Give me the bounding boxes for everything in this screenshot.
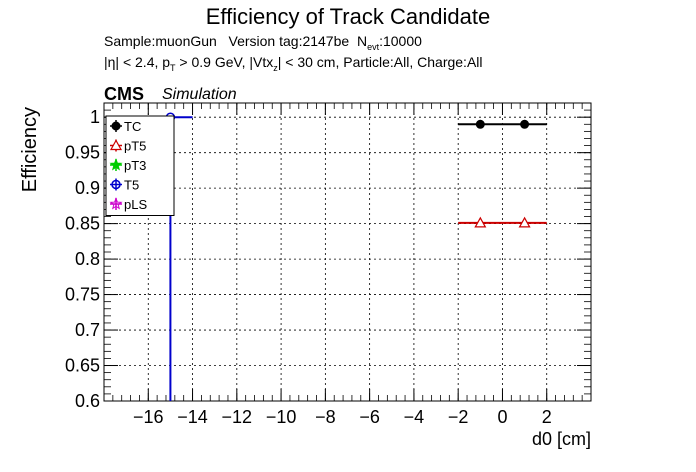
y-axis-title: Efficiency [19, 107, 41, 192]
plot-frame [103, 102, 592, 402]
y-tick-label: 0.95 [65, 143, 100, 163]
x-tick-label: −8 [315, 407, 336, 427]
nevt-value: :10000 [379, 33, 422, 49]
nevt-subscript: evt [367, 41, 380, 52]
legend-label-TC: TC [124, 119, 141, 134]
simulation-label: Simulation [162, 86, 237, 103]
y-tick-label: 0.7 [75, 320, 100, 340]
x-tick-label: −2 [448, 407, 469, 427]
y-tick-label: 0.9 [75, 178, 100, 198]
y-tick-label: 0.6 [75, 391, 100, 411]
x-axis-title: d0 [cm] [532, 429, 591, 449]
legend-marker-pT3 [109, 158, 123, 171]
x-tick-label: 0 [497, 407, 507, 427]
y-tick-label: 0.75 [65, 285, 100, 305]
sample-name: Sample:muonGun [104, 33, 217, 49]
cms-label: CMS [104, 84, 144, 104]
series-pT5-point [474, 216, 487, 228]
legend-label-pT5: pT5 [124, 139, 146, 154]
legend-label-T5: T5 [124, 178, 139, 193]
chart-title: Efficiency of Track Candidate [205, 4, 491, 29]
legend-marker-TC [111, 121, 121, 131]
cut-pt-vtx: > 0.9 GeV, |Vtx [175, 54, 274, 70]
y-tick-label: 0.65 [65, 356, 100, 376]
y-tick-label: 0.8 [75, 249, 100, 269]
legend-marker-pT5 [109, 139, 123, 151]
selection-cuts-line: |η| < 2.4, pT > 0.9 GeV, |Vtxz| < 30 cm,… [104, 54, 483, 73]
y-tick-label: 1 [90, 107, 100, 127]
legend-marker-T5 [111, 179, 121, 190]
x-tick-label: −14 [177, 407, 208, 427]
series-pT5-point [518, 216, 531, 228]
series-TC-point [520, 119, 530, 129]
x-tick-label: −16 [133, 407, 164, 427]
y-tick-label: 0.85 [65, 214, 100, 234]
series-TC-point [475, 119, 485, 129]
nevt-label: N [356, 33, 368, 49]
x-tick-label: −10 [266, 407, 297, 427]
vtxz-subscript: z [273, 62, 278, 73]
x-tick-label: −6 [359, 407, 380, 427]
pt-subscript: T [170, 62, 176, 73]
legend-marker-pLS [109, 197, 123, 210]
cut-eta-pt: |η| < 2.4, p [104, 54, 171, 70]
sample-info-line: Sample:muonGun Version tag:2147be Nevt:1… [104, 33, 422, 52]
legend-label-pLS: pLS [124, 197, 147, 212]
legend-label-pT3: pT3 [124, 158, 146, 173]
x-tick-label: −12 [222, 407, 253, 427]
x-tick-label: −4 [404, 407, 425, 427]
x-tick-label: 2 [542, 407, 552, 427]
cut-vtx-particle: | < 30 cm, Particle:All, Charge:All [277, 54, 483, 70]
version-tag: Version tag:2147be [228, 33, 350, 49]
